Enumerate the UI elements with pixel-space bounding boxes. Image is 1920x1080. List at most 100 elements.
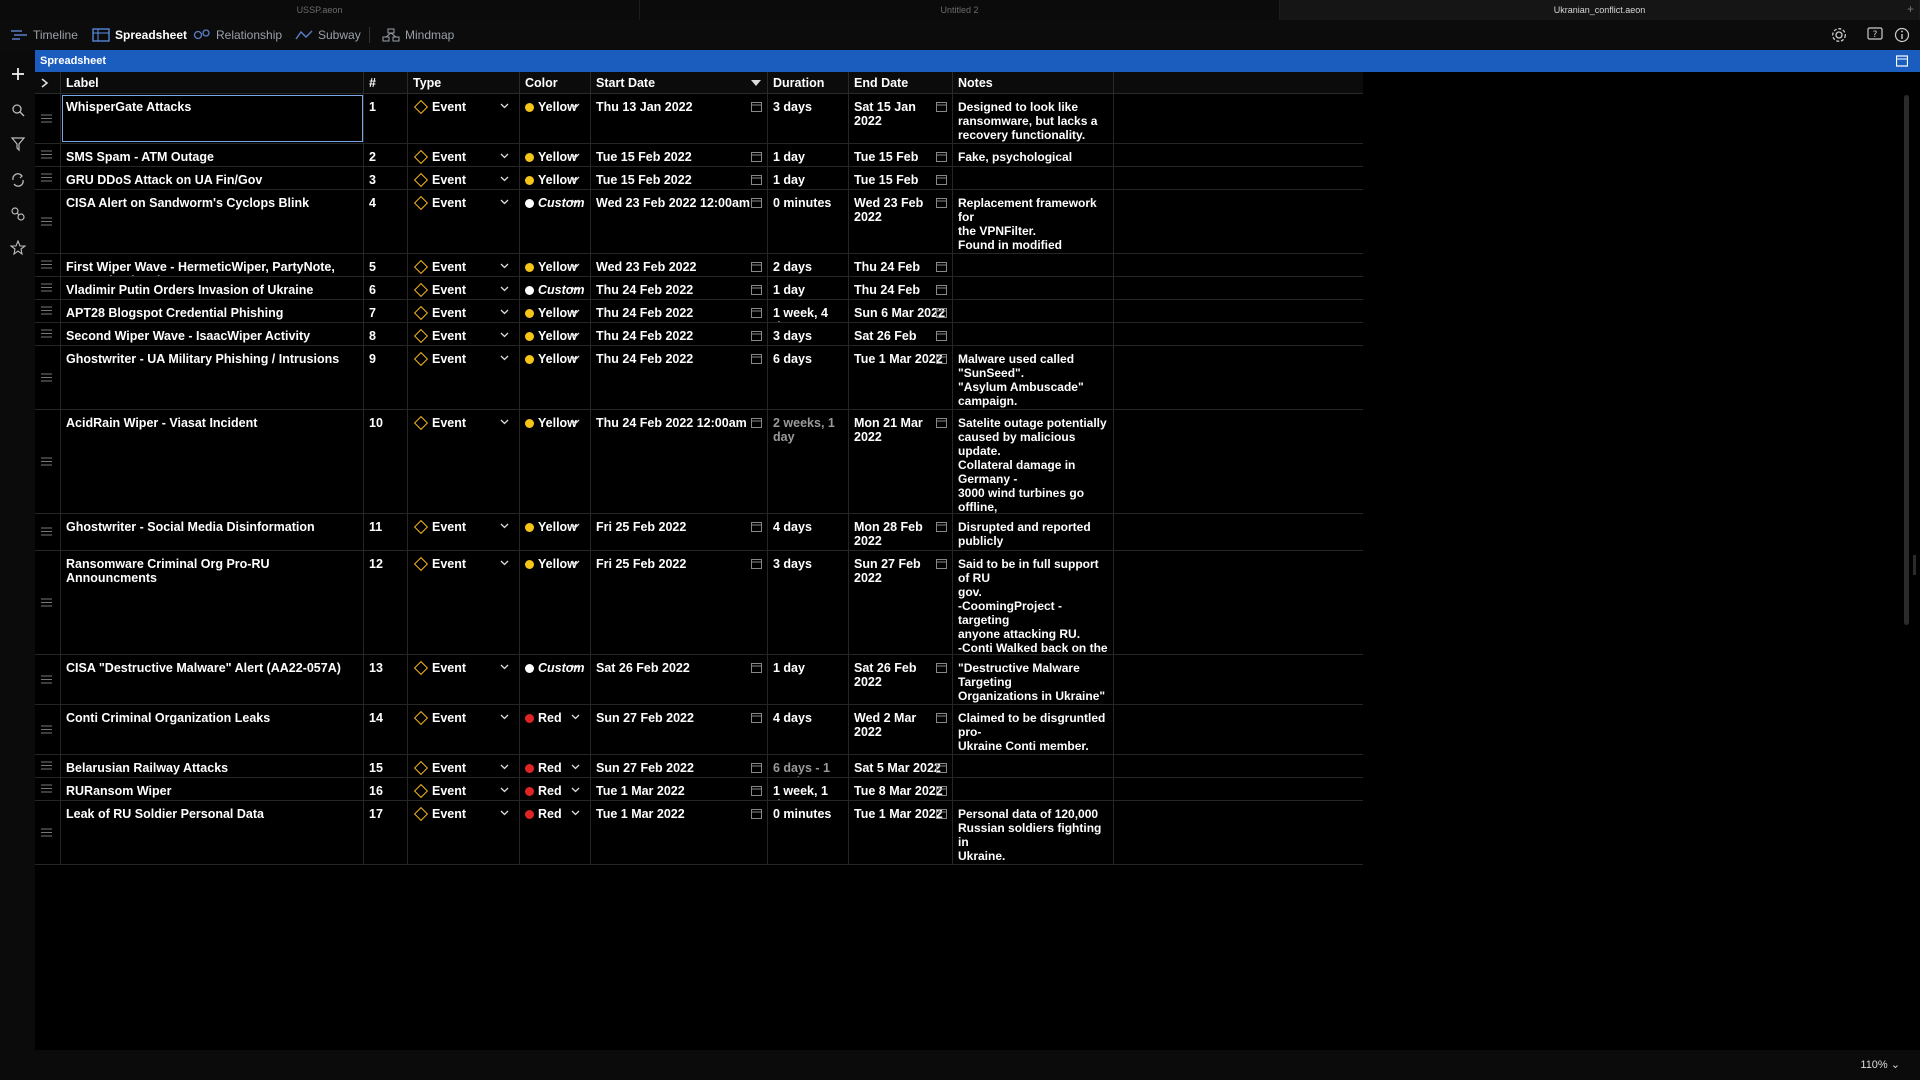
cell-start-date[interactable]: Tue 15 Feb 2022 <box>591 167 768 189</box>
drag-handle-icon[interactable] <box>41 457 52 466</box>
cell-end-date[interactable]: Sat 26 Feb 2022 <box>849 655 953 704</box>
filter-icon[interactable] <box>10 136 26 152</box>
cell-start-date[interactable]: Fri 25 Feb 2022 <box>591 514 768 550</box>
cell-start-date[interactable]: Sun 27 Feb 2022 <box>591 705 768 754</box>
cell-duration[interactable]: 4 days <box>768 514 849 550</box>
cell-type[interactable]: Event <box>408 551 520 654</box>
row-drag-cell[interactable] <box>35 94 61 143</box>
cell-type[interactable]: Event <box>408 94 520 143</box>
sync-icon[interactable] <box>10 172 26 188</box>
row-drag-cell[interactable] <box>35 705 61 754</box>
table-row[interactable]: Leak of RU Soldier Personal Data 17 Event R… <box>35 801 1363 865</box>
calendar-icon[interactable] <box>751 261 762 272</box>
cell-label[interactable]: WhisperGate Attacks <box>61 94 364 143</box>
cell-start-date[interactable]: Thu 24 Feb 2022 <box>591 277 768 299</box>
zoom-level[interactable]: 110% ⌄ <box>1860 1059 1900 1071</box>
cell-end-date[interactable]: Mon 21 Mar 2022 <box>849 410 953 513</box>
cell-notes[interactable] <box>953 755 1114 777</box>
column-header-notes[interactable]: Notes <box>953 72 1114 94</box>
cell-end-date[interactable]: Sat 15 Jan 2022 <box>849 94 953 143</box>
calendar-icon[interactable] <box>751 808 762 819</box>
calendar-icon[interactable] <box>936 785 947 796</box>
row-drag-cell[interactable] <box>35 323 61 345</box>
calendar-icon[interactable] <box>936 307 947 318</box>
cell-color[interactable]: Red <box>520 705 591 754</box>
cell-color[interactable]: Custom <box>520 277 591 299</box>
cell-start-date[interactable]: Fri 25 Feb 2022 <box>591 551 768 654</box>
drag-handle-icon[interactable] <box>41 260 52 269</box>
expand-all-toggle[interactable] <box>35 72 61 94</box>
row-drag-cell[interactable] <box>35 755 61 777</box>
cell-type[interactable]: Event <box>408 655 520 704</box>
calendar-icon[interactable] <box>751 762 762 773</box>
table-row[interactable]: Ransomware Criminal Org Pro-RU Announcme… <box>35 551 1363 655</box>
cell-type[interactable]: Event <box>408 514 520 550</box>
cell-start-date[interactable]: Thu 24 Feb 2022 <box>591 323 768 345</box>
row-drag-cell[interactable] <box>35 801 61 864</box>
pin-tool-icon[interactable] <box>10 240 26 256</box>
calendar-icon[interactable] <box>936 197 947 208</box>
cell-type[interactable]: Event <box>408 300 520 322</box>
table-row[interactable]: Ghostwriter - UA Military Phishing / Int… <box>35 346 1363 410</box>
cell-start-date[interactable]: Thu 24 Feb 2022 <box>591 346 768 409</box>
cell-color[interactable]: Yellow <box>520 300 591 322</box>
cell-color[interactable]: Red <box>520 755 591 777</box>
cell-end-date[interactable]: Wed 23 Feb 2022 <box>849 190 953 253</box>
table-row[interactable]: Second Wiper Wave - IsaacWiper Activity 8… <box>35 323 1363 346</box>
row-drag-cell[interactable] <box>35 254 61 276</box>
calendar-icon[interactable] <box>936 662 947 673</box>
help-icon[interactable]: ? <box>1867 27 1883 43</box>
cell-type[interactable]: Event <box>408 167 520 189</box>
cell-start-date[interactable]: Thu 13 Jan 2022 <box>591 94 768 143</box>
cell-start-date[interactable]: Tue 1 Mar 2022 <box>591 778 768 800</box>
file-tab[interactable]: Untitled 2 <box>640 0 1280 20</box>
calendar-icon[interactable] <box>936 521 947 532</box>
drag-handle-icon[interactable] <box>41 217 52 226</box>
cell-notes[interactable] <box>953 300 1114 322</box>
calendar-icon[interactable] <box>751 197 762 208</box>
calendar-icon[interactable] <box>751 785 762 796</box>
cell-end-date[interactable]: Thu 24 Feb 2022 <box>849 254 953 276</box>
sort-descending-icon[interactable] <box>751 80 761 86</box>
info-icon[interactable] <box>1894 27 1910 43</box>
table-row[interactable]: WhisperGate Attacks 1 Event Yellow Thu 13 Ja… <box>35 94 1363 144</box>
tab-subway[interactable]: Subway <box>295 20 361 50</box>
row-drag-cell[interactable] <box>35 410 61 513</box>
cell-type[interactable]: Event <box>408 346 520 409</box>
file-tab[interactable]: USSP.aeon <box>0 0 640 20</box>
cell-start-date[interactable]: Tue 15 Feb 2022 <box>591 144 768 166</box>
table-row[interactable]: GRU DDoS Attack on UA Fin/Gov 3 Event Yello… <box>35 167 1363 190</box>
drag-handle-icon[interactable] <box>41 329 52 338</box>
cell-label[interactable]: RURansom Wiper <box>61 778 364 800</box>
new-tab-button[interactable]: + <box>1906 2 1914 16</box>
cell-label[interactable]: Ghostwriter - UA Military Phishing / Int… <box>61 346 364 409</box>
calendar-icon[interactable] <box>936 174 947 185</box>
table-row[interactable]: Ghostwriter - Social Media Disinformatio… <box>35 514 1363 551</box>
calendar-icon[interactable] <box>751 284 762 295</box>
row-drag-cell[interactable] <box>35 778 61 800</box>
calendar-icon[interactable] <box>751 307 762 318</box>
cell-notes[interactable]: Said to be in full support of RU gov. -C… <box>953 551 1114 654</box>
drag-handle-icon[interactable] <box>41 828 52 837</box>
cell-label[interactable]: Second Wiper Wave - IsaacWiper Activity <box>61 323 364 345</box>
cell-type[interactable]: Event <box>408 144 520 166</box>
row-drag-cell[interactable] <box>35 190 61 253</box>
calendar-icon[interactable] <box>936 330 947 341</box>
cell-end-date[interactable]: Tue 1 Mar 2022 <box>849 801 953 864</box>
cell-notes[interactable]: Satelite outage potentially caused by ma… <box>953 410 1114 513</box>
cell-duration[interactable]: 3 days <box>768 94 849 143</box>
column-header-end-date[interactable]: End Date <box>849 72 953 94</box>
calendar-icon[interactable] <box>751 558 762 569</box>
cell-label[interactable]: APT28 Blogspot Credential Phishing <box>61 300 364 322</box>
column-header-duration[interactable]: Duration <box>768 72 849 94</box>
cell-end-date[interactable]: Sat 5 Mar 2022 <box>849 755 953 777</box>
table-row[interactable]: Belarusian Railway Attacks 15 Event Red Sun … <box>35 755 1363 778</box>
cell-notes[interactable]: Disrupted and reported publicly <box>953 514 1114 550</box>
cell-end-date[interactable]: Sun 27 Feb 2022 <box>849 551 953 654</box>
file-tab-active[interactable]: Ukranian_conflict.aeon <box>1280 0 1920 20</box>
calendar-icon[interactable] <box>936 151 947 162</box>
drag-handle-icon[interactable] <box>41 761 52 770</box>
drag-handle-icon[interactable] <box>41 283 52 292</box>
drag-handle-icon[interactable] <box>41 675 52 684</box>
cell-color[interactable]: Custom <box>520 655 591 704</box>
